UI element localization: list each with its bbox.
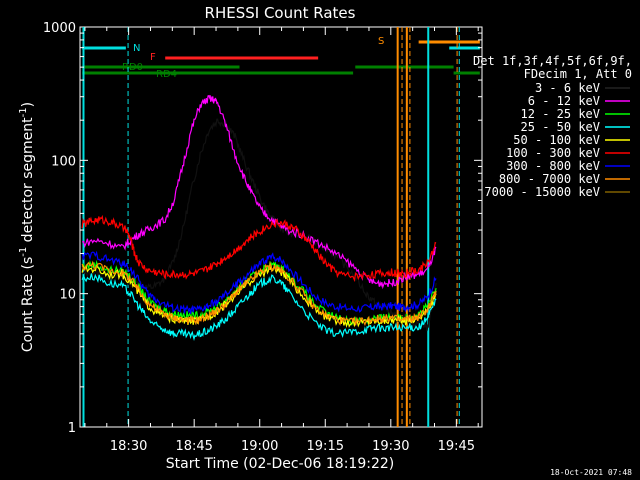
y-tick-label-1: 1 (68, 421, 76, 436)
x-axis-ticks: 18:30 18:45 19:00 19:15 19:30 19:45 (84, 27, 479, 454)
x-tick-label-1930: 19:30 (372, 439, 409, 454)
x-tick-label-1830: 18:30 (110, 439, 147, 454)
timestamp: 18-Oct-2021 07:48 (550, 468, 632, 477)
series-line-7 (81, 260, 437, 327)
series-line-1 (81, 94, 437, 290)
state-label-s: S (378, 36, 384, 47)
y-tick-label-1000: 1000 (43, 21, 76, 36)
y-tick-label-10: 10 (59, 288, 76, 303)
series-layer (81, 94, 437, 341)
state-label-f: F (150, 52, 156, 63)
series-line-5 (81, 214, 437, 283)
legend-label-1: 6 - 12 keV (528, 94, 600, 108)
legend-label-0: 3 - 6 keV (535, 81, 600, 95)
y-tick-label-100: 100 (51, 154, 76, 169)
state-label-n: N (133, 43, 140, 54)
attenuator-lines (82, 27, 460, 427)
legend-label-2: 12 - 25 keV (521, 107, 600, 121)
series-line-6 (81, 250, 437, 314)
series-line-2 (81, 259, 437, 326)
legend-label-7: 800 - 7000 keV (499, 172, 600, 186)
x-tick-label-1845: 18:45 (175, 439, 212, 454)
x-axis-label: Start Time (02-Dec-06 18:19:22) (166, 456, 394, 472)
plot-frame (79, 26, 483, 428)
legend-label-3: 25 - 50 keV (521, 120, 600, 134)
series-line-0 (81, 118, 437, 332)
y-axis-label: Count Rate (s-1 detector segment-1) (18, 102, 36, 352)
series-line-3 (81, 273, 437, 341)
state-label-rd0: RD0 (122, 62, 143, 73)
legend-header-1: Det 1f,3f,4f,5f,6f,9f, (473, 54, 632, 68)
x-tick-label-1945: 19:45 (438, 439, 475, 454)
legend: Det 1f,3f,4f,5f,6f,9f, FDecim 1, Att 0 3… (473, 54, 632, 199)
x-tick-label-1915: 19:15 (307, 439, 344, 454)
chart-title: RHESSI Count Rates (205, 4, 356, 22)
legend-label-6: 300 - 800 keV (506, 159, 600, 173)
legend-label-4: 50 - 100 keV (513, 133, 600, 147)
state-bars: NF RD0 RD4 S (82, 36, 480, 80)
y-axis-ticks: 1 10 100 1000 (43, 21, 482, 436)
legend-header-2: FDecim 1, Att 0 (524, 67, 632, 81)
legend-label-5: 100 - 300 keV (506, 146, 600, 160)
x-tick-label-1900: 19:00 (241, 439, 278, 454)
legend-label-8: 7000 - 15000 keV (484, 185, 600, 199)
state-label-rd4: RD4 (156, 69, 177, 80)
